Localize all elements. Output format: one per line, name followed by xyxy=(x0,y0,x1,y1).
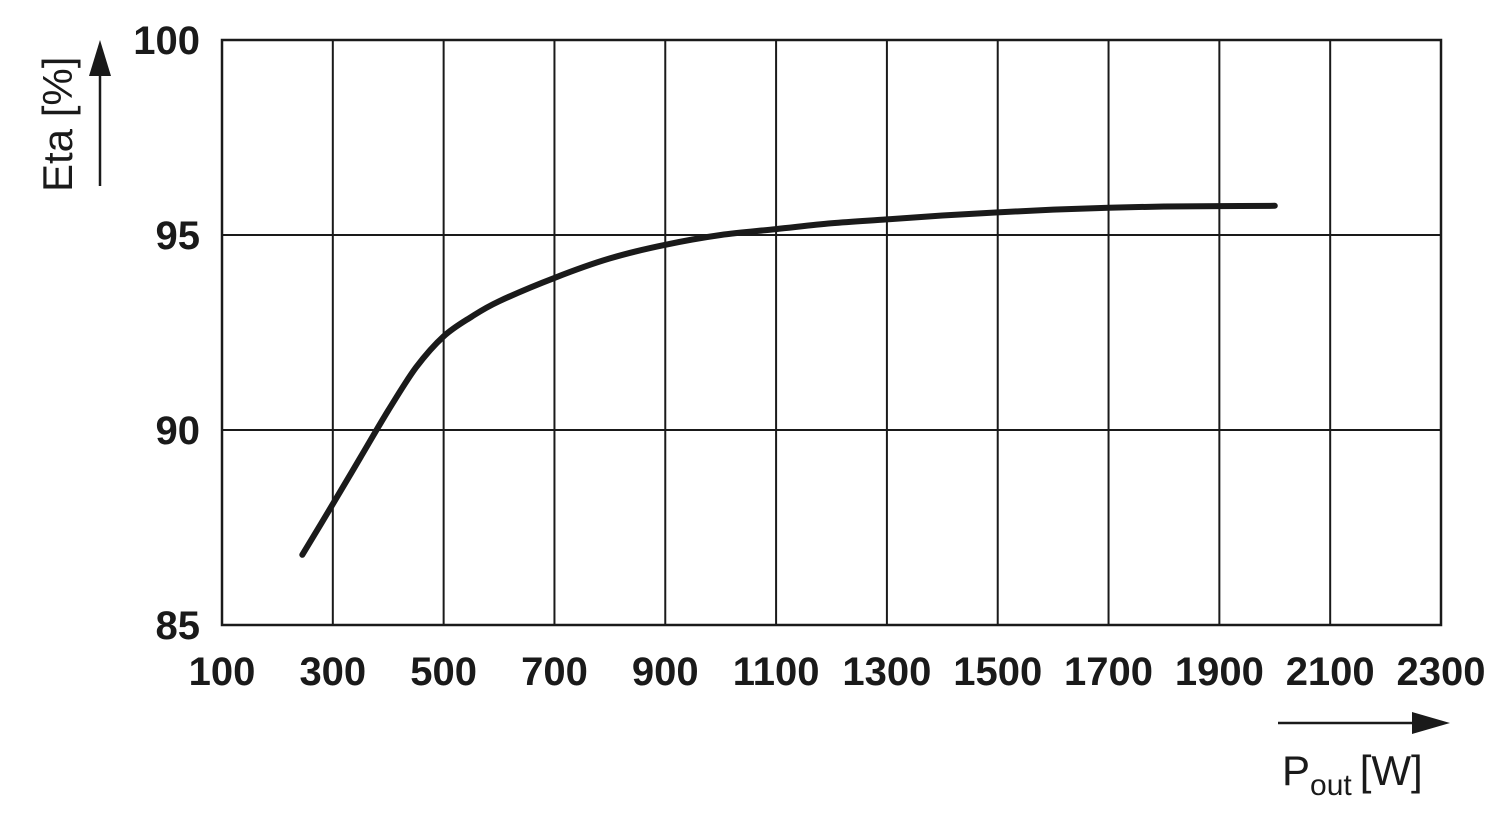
y-tick-label: 100 xyxy=(133,19,200,63)
y-tick-labels: 85 90 95 100 xyxy=(133,19,200,648)
x-tick-labels: 100 300 500 700 900 1100 1300 1500 1700 1900 2100 2… xyxy=(189,650,1486,694)
x-tick-label: 1500 xyxy=(953,650,1042,694)
x-axis-label: Pout [W] xyxy=(1282,747,1423,802)
x-axis-arrow-head xyxy=(1412,712,1450,734)
x-tick-label: 700 xyxy=(521,650,588,694)
x-tick-label: 2300 xyxy=(1397,650,1486,694)
plot-frame xyxy=(220,38,1443,627)
efficiency-curve xyxy=(299,202,1278,558)
x-axis-label-sub: out xyxy=(1310,769,1352,802)
y-axis-title: Eta [%] xyxy=(34,40,111,192)
y-tick-label: 85 xyxy=(156,604,201,648)
y-axis-arrow-head xyxy=(89,40,111,76)
x-axis-label-main: P xyxy=(1282,747,1310,794)
x-axis-label-unit: [W] xyxy=(1360,747,1423,794)
x-tick-label: 1100 xyxy=(733,650,820,694)
x-tick-label: 2100 xyxy=(1286,650,1375,694)
x-tick-label: 1700 xyxy=(1064,650,1153,694)
grid xyxy=(222,40,1441,625)
x-tick-label: 1300 xyxy=(842,650,931,694)
x-tick-label: 1900 xyxy=(1175,650,1264,694)
y-tick-label: 95 xyxy=(156,214,201,258)
x-tick-label: 500 xyxy=(410,650,477,694)
x-axis-title: Pout [W] xyxy=(1278,712,1450,802)
y-axis-label: Eta [%] xyxy=(34,57,81,192)
y-tick-label: 90 xyxy=(156,409,201,453)
x-tick-label: 300 xyxy=(299,650,366,694)
x-tick-label: 900 xyxy=(632,650,699,694)
x-tick-label: 100 xyxy=(189,650,256,694)
